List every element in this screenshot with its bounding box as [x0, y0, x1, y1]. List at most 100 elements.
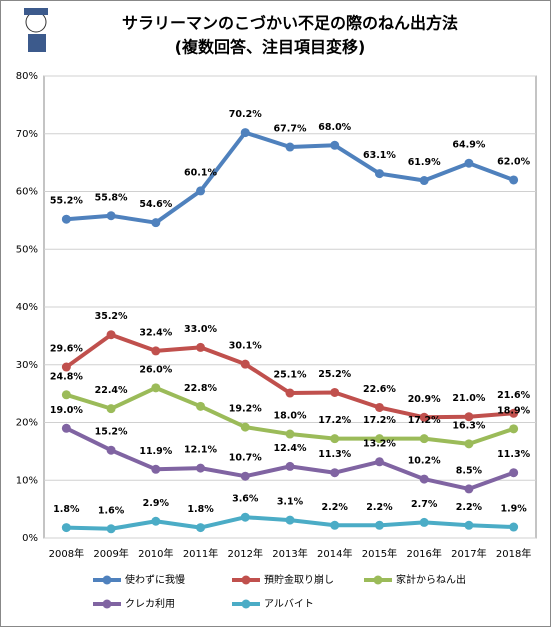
value-label: 24.8% [50, 371, 83, 382]
legend-label: 家計からねん出 [396, 573, 466, 586]
value-label: 1.8% [53, 504, 80, 515]
x-tick-label: 2010年 [138, 547, 173, 560]
value-label: 12.4% [274, 443, 307, 454]
data-point [151, 383, 161, 393]
value-label: 18.9% [497, 405, 530, 416]
y-tick-label: 80% [16, 71, 38, 82]
data-point [374, 520, 384, 530]
data-point [106, 211, 116, 221]
data-point [419, 434, 429, 444]
data-point [106, 404, 116, 414]
x-tick-label: 2017年 [451, 547, 486, 560]
legend-marker [102, 599, 112, 609]
value-label: 35.2% [95, 311, 128, 322]
value-label: 60.1% [184, 167, 217, 178]
value-label: 68.0% [318, 122, 351, 133]
data-point [419, 474, 429, 484]
value-label: 67.7% [274, 124, 307, 135]
value-label: 1.8% [187, 504, 214, 515]
x-tick-label: 2008年 [49, 547, 84, 560]
y-tick-label: 0% [22, 533, 38, 544]
value-label: 64.9% [452, 140, 485, 151]
data-point [285, 515, 295, 525]
legend-label: アルバイト [264, 598, 314, 610]
data-point [151, 218, 161, 228]
data-point [240, 422, 250, 432]
data-point [106, 445, 116, 455]
value-label: 3.6% [232, 494, 259, 505]
value-label: 33.0% [184, 324, 217, 335]
data-point [196, 401, 206, 411]
legend-marker [241, 599, 251, 609]
data-point [106, 330, 116, 340]
value-label: 2.2% [322, 502, 349, 513]
value-label: 21.6% [497, 390, 530, 401]
data-point [196, 186, 206, 196]
value-label: 2.2% [366, 502, 393, 513]
data-point [240, 512, 250, 522]
value-label: 13.2% [363, 438, 396, 449]
legend-marker [102, 575, 112, 585]
value-label: 61.9% [408, 157, 441, 168]
data-point [464, 158, 474, 168]
data-point [61, 523, 71, 533]
legend-marker [373, 575, 383, 585]
mascot-icon [24, 8, 48, 52]
data-point [61, 423, 71, 433]
value-label: 17.2% [408, 415, 441, 426]
value-label: 2.2% [456, 502, 483, 513]
data-point [374, 457, 384, 467]
data-point [196, 342, 206, 352]
value-label: 22.8% [184, 383, 217, 394]
value-label: 30.1% [229, 341, 262, 352]
data-point [151, 516, 161, 526]
data-point [509, 408, 519, 418]
value-label: 26.0% [139, 364, 172, 375]
data-point [196, 463, 206, 473]
data-point [464, 412, 474, 422]
value-label: 55.8% [95, 192, 128, 203]
value-label: 25.1% [274, 370, 307, 381]
value-label: 10.2% [408, 456, 441, 467]
data-point [464, 439, 474, 449]
value-label: 10.7% [229, 453, 262, 464]
data-point [330, 434, 340, 444]
x-tick-label: 2016年 [406, 547, 441, 560]
value-label: 11.3% [318, 449, 351, 460]
value-label: 16.3% [452, 420, 485, 431]
y-tick-label: 70% [16, 129, 38, 140]
x-tick-label: 2014年 [317, 547, 352, 560]
x-tick-label: 2009年 [93, 547, 128, 560]
value-label: 11.9% [139, 446, 172, 457]
data-point [330, 387, 340, 397]
data-point [240, 128, 250, 138]
y-tick-label: 60% [16, 187, 38, 198]
data-point [374, 169, 384, 179]
data-point [330, 520, 340, 530]
data-point [419, 176, 429, 186]
value-label: 11.3% [497, 449, 530, 460]
value-label: 22.4% [95, 385, 128, 396]
data-point [464, 520, 474, 530]
value-label: 1.9% [500, 504, 527, 515]
value-label: 19.2% [229, 404, 262, 415]
y-tick-label: 40% [16, 302, 38, 313]
value-label: 62.0% [497, 156, 530, 167]
data-point [240, 471, 250, 481]
data-point [61, 390, 71, 400]
data-point [151, 346, 161, 356]
legend-label: 使わずに我慢 [125, 573, 185, 586]
value-label: 17.2% [363, 415, 396, 426]
value-label: 29.6% [50, 344, 83, 355]
data-point [151, 464, 161, 474]
x-tick-label: 2015年 [362, 547, 397, 560]
x-tick-label: 2011年 [183, 547, 218, 560]
data-point [419, 412, 429, 422]
data-point [330, 140, 340, 150]
x-tick-label: 2013年 [272, 547, 307, 560]
value-label: 1.6% [98, 505, 125, 516]
value-label: 12.1% [184, 445, 217, 456]
data-point [61, 362, 71, 372]
